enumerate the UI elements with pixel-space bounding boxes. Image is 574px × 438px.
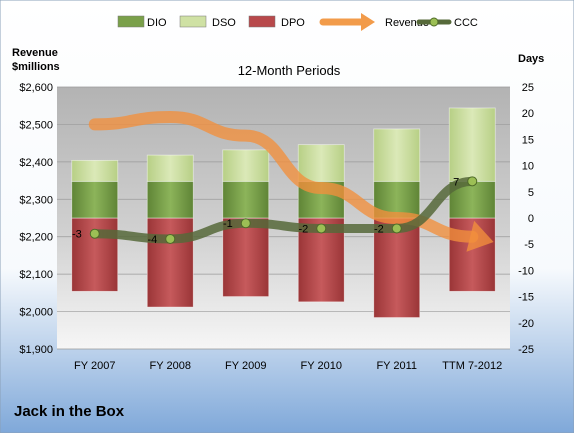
ccc-point — [240, 218, 251, 229]
legend-label-dso: DSO — [212, 17, 236, 29]
dso-bar — [297, 144, 345, 182]
x-tick-label: FY 2007 — [74, 360, 115, 372]
right-tick-label: 0 — [528, 213, 534, 225]
dio-bar — [146, 180, 194, 219]
ccc-point — [316, 223, 327, 234]
left-tick-label: $2,600 — [19, 82, 53, 94]
ccc-data-label: -4 — [147, 234, 157, 246]
ccc-data-label: 7 — [453, 176, 459, 188]
ccc-data-label: -2 — [298, 223, 308, 235]
dso-bar — [373, 128, 421, 182]
x-tick-label: FY 2010 — [301, 360, 342, 372]
legend-swatch-dio — [117, 15, 145, 28]
ccc-point — [89, 228, 100, 239]
left-tick-label: $2,100 — [19, 269, 53, 281]
legend-label-dio: DIO — [147, 17, 167, 29]
right-tick-label: 10 — [522, 161, 534, 173]
left-tick-label: $2,400 — [19, 157, 53, 169]
dpo-bar — [373, 217, 421, 318]
legend-swatch-dpo — [248, 15, 276, 28]
right-tick-label: 5 — [528, 187, 534, 199]
plot-area — [57, 87, 510, 349]
legend-swatch-dso — [179, 15, 207, 28]
revenue-series — [88, 110, 494, 252]
right-tick-label: -5 — [524, 239, 534, 251]
dio-bar — [222, 180, 270, 219]
revenue-line — [88, 110, 479, 243]
left-tick-label: $2,500 — [19, 119, 53, 131]
right-tick-label: -15 — [518, 292, 534, 304]
chart-title: 12-Month Periods — [238, 63, 341, 78]
right-tick-label: -20 — [518, 318, 534, 330]
left-tick-label: $2,200 — [19, 232, 53, 244]
dpo-bar — [222, 217, 270, 297]
bars — [71, 107, 496, 318]
right-tick-label: 15 — [522, 134, 534, 146]
legend-swatch-ccc-marker — [429, 17, 439, 27]
ccc-data-label: -2 — [374, 223, 384, 235]
right-axis-ticks: -25 -20 -15 -10 -5 0 5 10 15 20 25 — [518, 82, 534, 356]
right-tick-label: -10 — [518, 265, 534, 277]
dso-bar — [146, 154, 194, 182]
x-tick-label: FY 2011 — [376, 360, 417, 372]
ccc-data-label: -3 — [72, 229, 82, 241]
ccc-series: -3 -4 -1 -2 -2 7 — [72, 176, 478, 246]
left-tick-label: $1,900 — [19, 344, 53, 356]
revenue-arrowhead — [466, 220, 494, 252]
left-axis-label-line1: Revenue — [12, 47, 58, 59]
x-tick-label: TTM 7-2012 — [442, 360, 502, 372]
legend-label-dpo: DPO — [281, 17, 305, 29]
legend-swatch-revenue-head — [361, 13, 375, 31]
dpo-bar — [146, 217, 194, 308]
legend: DIO DSO DPO Revenue CCC — [117, 13, 478, 31]
right-tick-label: 20 — [522, 108, 534, 120]
dso-bar — [448, 107, 496, 182]
right-tick-label: -25 — [518, 344, 534, 356]
dso-bar — [71, 159, 119, 182]
ccc-point — [165, 233, 176, 244]
right-tick-label: 25 — [522, 82, 534, 94]
ccc-point — [467, 176, 478, 187]
company-name: Jack in the Box — [14, 403, 125, 420]
dio-bar — [71, 180, 119, 219]
left-axis-ticks: $1,900 $2,000 $2,100 $2,200 $2,300 $2,400 $2,5… — [19, 82, 53, 356]
left-tick-label: $2,300 — [19, 194, 53, 206]
left-axis-label-line2: $millions — [12, 61, 60, 73]
left-tick-label: $2,000 — [19, 307, 53, 319]
x-tick-label: FY 2009 — [225, 360, 266, 372]
ccc-point — [391, 223, 402, 234]
dso-bar — [222, 149, 270, 182]
x-tick-label: FY 2008 — [150, 360, 191, 372]
ccc-data-label: -1 — [223, 218, 233, 230]
legend-label-ccc: CCC — [454, 17, 478, 29]
x-axis-ticks: FY 2007 FY 2008 FY 2009 FY 2010 FY 2011 TTM 7… — [74, 360, 502, 372]
right-axis-label: Days — [518, 53, 544, 65]
